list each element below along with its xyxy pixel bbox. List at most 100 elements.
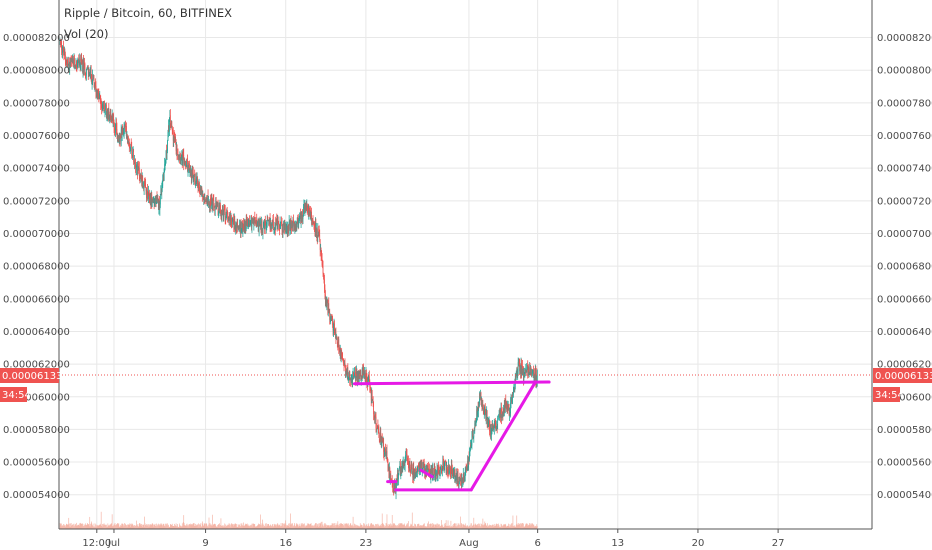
candle-body — [503, 403, 505, 412]
volume-bar — [459, 526, 461, 529]
candle-body — [357, 374, 359, 379]
trendline-0[interactable] — [352, 380, 551, 386]
volume-bar — [314, 524, 315, 529]
volume-bar — [401, 523, 403, 529]
candle-body — [433, 467, 435, 476]
candle-body — [285, 228, 287, 230]
candle-body — [281, 221, 282, 225]
candle-body — [197, 184, 199, 189]
candle-body — [187, 160, 188, 172]
volume-bar — [269, 525, 271, 529]
volume-bar — [241, 525, 242, 529]
volume-bar — [399, 523, 401, 529]
candle-body — [142, 176, 144, 187]
candle-body — [336, 338, 338, 343]
volume-bar — [369, 523, 371, 529]
candle-body — [472, 434, 473, 437]
candle-body — [445, 461, 447, 463]
volume-bar — [159, 523, 161, 529]
volume-bar — [400, 523, 402, 529]
candle-body — [304, 206, 306, 211]
candle-body — [88, 70, 90, 74]
volume-bar — [183, 515, 185, 529]
volume-bar — [87, 524, 89, 529]
candle-body — [117, 134, 118, 138]
candle-body — [297, 217, 299, 221]
volume-bar — [320, 521, 322, 529]
volume-bar — [409, 526, 410, 529]
volume-bar — [412, 526, 414, 529]
candle-body — [180, 154, 181, 162]
volume-bar — [187, 525, 188, 529]
volume-bar — [325, 523, 326, 529]
volume-bar — [147, 525, 148, 529]
volume-bar — [306, 523, 308, 529]
candle-body — [522, 365, 523, 374]
candle-body — [347, 367, 348, 375]
candle-body — [533, 372, 535, 377]
candle-body — [303, 207, 304, 217]
chart-axes — [58, 0, 873, 530]
volume-bar — [521, 523, 523, 529]
volume-bar — [436, 523, 438, 529]
volume-bar — [426, 526, 427, 529]
candle-body — [376, 428, 378, 430]
candle-body — [100, 103, 102, 105]
candle-body — [185, 161, 186, 166]
candle-body — [491, 434, 492, 435]
volume-bar — [448, 526, 449, 529]
candle-body — [145, 183, 146, 188]
candle-body — [156, 197, 157, 204]
volume-bar — [516, 515, 518, 529]
volume-bar — [365, 525, 366, 529]
candle-body — [242, 221, 243, 233]
volume-bar — [59, 523, 61, 529]
y-tick-label: 0.000070000 — [3, 229, 70, 240]
candle-body — [251, 215, 252, 227]
trendline-2[interactable] — [469, 380, 537, 492]
candle-body — [234, 226, 236, 229]
candle-body — [236, 224, 238, 228]
candle-body — [249, 224, 251, 227]
candle-body — [236, 222, 238, 228]
volume-bar — [357, 525, 358, 529]
candle-body — [218, 208, 220, 212]
candle-body — [77, 58, 79, 63]
volume-bar — [438, 525, 439, 529]
candle-body — [280, 222, 281, 223]
volume-bar — [257, 525, 259, 529]
volume-bar — [350, 523, 352, 529]
drawn-trendlines[interactable] — [352, 380, 551, 492]
volume-indicator-label[interactable]: Vol (20) — [64, 27, 108, 41]
candle-body — [168, 125, 170, 132]
volume-bar — [486, 526, 488, 529]
candle-body — [400, 467, 402, 474]
volume-bar — [103, 523, 105, 529]
volume-bar — [386, 514, 388, 529]
volume-bar — [170, 524, 172, 529]
candle-body — [284, 224, 285, 229]
volume-bar — [181, 525, 183, 529]
volume-bar — [423, 526, 425, 529]
candle-body — [474, 423, 476, 431]
volume-bar — [67, 524, 69, 529]
volume-bar — [431, 523, 433, 529]
volume-bar — [339, 523, 341, 529]
candle-body — [273, 220, 274, 230]
volume-bar — [289, 526, 290, 529]
trendline-3[interactable] — [419, 468, 434, 479]
candle-body — [89, 74, 91, 77]
candle-body — [205, 199, 207, 202]
candle-body — [501, 417, 503, 418]
volume-bar — [408, 521, 409, 529]
volume-bar — [248, 525, 249, 529]
candle-body — [119, 136, 121, 142]
candle-body — [519, 369, 521, 372]
volume-bar — [522, 523, 524, 529]
volume-bar — [149, 524, 151, 529]
volume-bar — [520, 523, 522, 529]
candle-body — [151, 194, 153, 204]
volume-bar — [415, 524, 416, 529]
candle-body — [460, 478, 462, 481]
